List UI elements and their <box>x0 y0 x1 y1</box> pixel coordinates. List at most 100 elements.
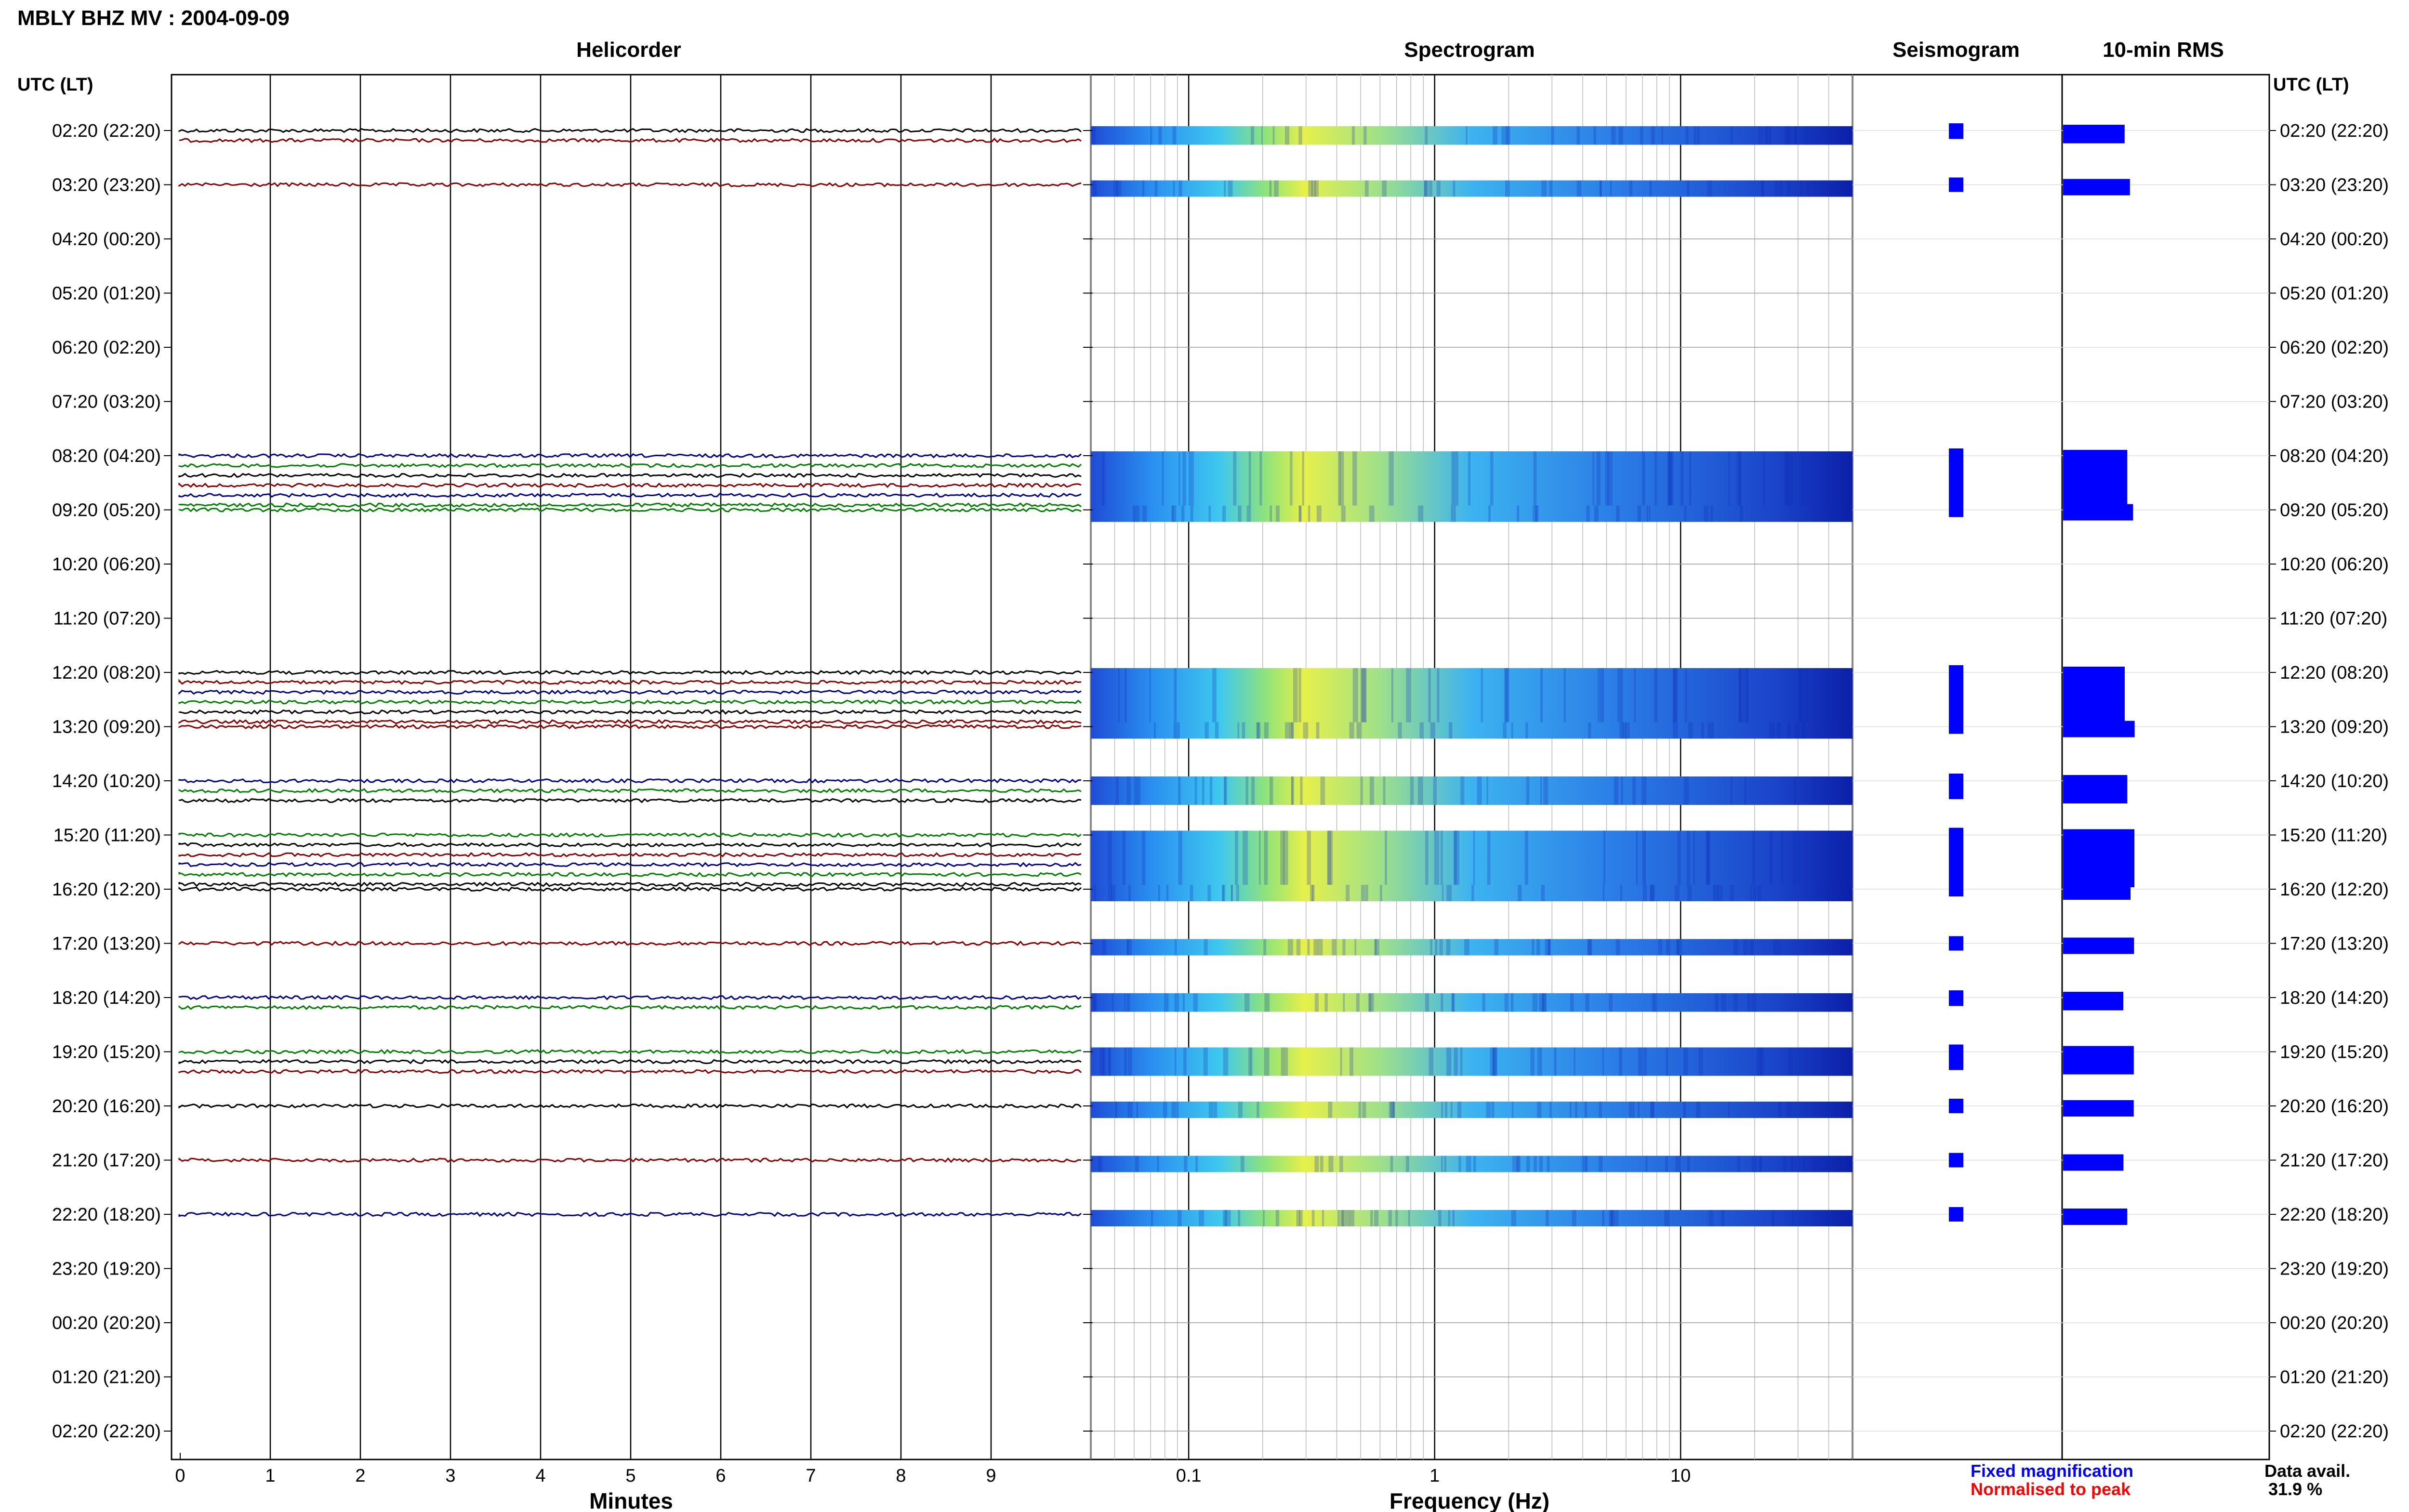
spectrogram-streak <box>1772 722 1775 739</box>
spectrogram-streak <box>1537 1047 1542 1076</box>
spectrogram-streak <box>1281 1047 1285 1076</box>
spectrogram-streak <box>1733 993 1738 1012</box>
spectrogram-streak <box>1391 668 1393 726</box>
spectrogram-streak <box>1464 939 1469 956</box>
spectrogram-streak <box>1174 668 1177 726</box>
spectrogram-streak <box>1541 885 1545 901</box>
spectrogram-streak <box>1125 668 1127 726</box>
spectrogram-streak <box>1269 776 1273 805</box>
spectrogram-streak <box>1175 939 1177 956</box>
spectrogram-streak <box>1772 1210 1774 1226</box>
spectrogram-streak <box>1546 1210 1549 1226</box>
hour-label-left: 02:20 (22:20) <box>52 1421 161 1442</box>
spectrogram-streak <box>1834 722 1839 739</box>
spectrogram-streak <box>1786 1102 1792 1118</box>
spectrogram-streak <box>1341 505 1346 522</box>
spectrogram-streak <box>1677 830 1681 889</box>
data-availability-value: 31.9 % <box>2268 1479 2322 1499</box>
panel-grid <box>171 74 2270 1460</box>
spectrogram-streak <box>1142 505 1147 522</box>
spectrogram-streak <box>1166 885 1169 901</box>
spectrogram-band <box>1091 505 1853 522</box>
spectrogram-streak <box>1542 993 1547 1012</box>
spectrogram-streak <box>1746 668 1748 726</box>
helicorder-trace <box>178 1049 1082 1055</box>
seismogram-bar <box>1949 1044 1963 1070</box>
spectrogram-streak <box>1223 1047 1229 1076</box>
spectrogram-streak <box>1259 830 1261 889</box>
spectrogram-streak <box>1388 1210 1392 1226</box>
spectrogram-streak <box>1310 885 1313 901</box>
spectrogram-streak <box>1451 1102 1453 1118</box>
frequency-axis-label: Frequency (Hz) <box>1390 1488 1549 1512</box>
spectrogram-streak <box>1466 126 1468 145</box>
spectrogram-streak <box>1261 126 1263 145</box>
spectrogram-streak <box>1263 1210 1265 1226</box>
spectrogram-streak <box>1778 1102 1782 1118</box>
spectrogram-streak <box>1642 451 1645 510</box>
spectrogram-streak <box>1482 993 1485 1012</box>
spectrogram-streak <box>1481 668 1483 726</box>
spectrogram-streak <box>1118 668 1120 726</box>
spectrogram-streak <box>1126 939 1132 956</box>
spectrogram-streak <box>1794 722 1800 739</box>
spectrogram-streak <box>1594 505 1599 522</box>
spectrogram-streak <box>1586 505 1590 522</box>
hour-label-right: 19:20 (15:20) <box>2280 1042 2389 1063</box>
utc-lt-label-right: UTC (LT) <box>2273 75 2349 95</box>
spectrogram-streak <box>1250 126 1255 145</box>
spectrogram-streak <box>1806 180 1809 197</box>
hour-label-left: 16:20 (12:20) <box>52 880 161 900</box>
spectrogram-streak <box>1441 830 1443 889</box>
rms-bar <box>2063 450 2128 508</box>
spectrogram-streak <box>1686 180 1690 197</box>
spectrogram-streak <box>1194 776 1197 805</box>
spectrogram-streak <box>1540 776 1542 805</box>
spectrogram-streak <box>1737 1156 1740 1172</box>
hour-label-left: 13:20 (09:20) <box>52 717 161 737</box>
spectrogram-streak <box>1654 668 1658 726</box>
helicorder-trace <box>178 872 1082 878</box>
spectrogram-streak <box>1222 1210 1226 1226</box>
spectrogram-streak <box>1221 885 1225 901</box>
spectrogram-streak <box>1175 1047 1177 1076</box>
spectrogram-streak <box>1650 885 1655 901</box>
spectrogram-streak <box>1665 1156 1668 1172</box>
spectrogram-streak <box>1327 830 1333 889</box>
minute-tick-label: 4 <box>535 1466 545 1486</box>
spectrogram-streak <box>1430 939 1432 956</box>
spectrogram-streak <box>1274 180 1279 197</box>
helicorder-trace <box>178 128 1082 133</box>
spectrogram-streak <box>1829 126 1834 145</box>
spectrogram-streak <box>1800 180 1803 197</box>
spectrogram-streak <box>1588 939 1591 956</box>
spectrogram-streak <box>1395 1210 1398 1226</box>
spectrogram-streak <box>1349 722 1354 739</box>
spectrogram-streak <box>1602 1047 1604 1076</box>
spectrogram-streak <box>1547 1156 1550 1172</box>
spectrogram-streak <box>1592 451 1594 510</box>
spectrogram-streak <box>1374 1210 1379 1226</box>
spectrogram-streak <box>1314 180 1319 197</box>
spectrogram-streak <box>1837 1102 1840 1118</box>
hour-label-right: 17:20 (13:20) <box>2280 934 2389 954</box>
spectrogram-streak <box>1222 885 1224 901</box>
spectrogram-streak <box>1622 722 1627 739</box>
hour-label-left: 23:20 (19:20) <box>52 1259 161 1279</box>
helicorder-trace <box>178 1005 1082 1011</box>
hour-label-left: 19:20 (15:20) <box>52 1042 161 1063</box>
spectrogram-streak <box>1645 1156 1648 1172</box>
spectrogram-streak <box>1541 180 1547 197</box>
spectrogram-streak <box>1291 776 1294 805</box>
spectrogram-streak <box>1661 126 1663 145</box>
spectrogram-streak <box>1098 1156 1102 1172</box>
minutes-axis-label: Minutes <box>589 1488 673 1512</box>
spectrogram-streak <box>1374 939 1379 956</box>
spectrogram-streak <box>1760 885 1761 901</box>
spectrogram-band <box>1091 885 1853 901</box>
helicorder-trace <box>178 507 1082 513</box>
hour-label-right: 13:20 (09:20) <box>2280 717 2389 737</box>
spectrogram-streak <box>1747 993 1751 1012</box>
spectrogram-streak <box>1769 830 1773 889</box>
